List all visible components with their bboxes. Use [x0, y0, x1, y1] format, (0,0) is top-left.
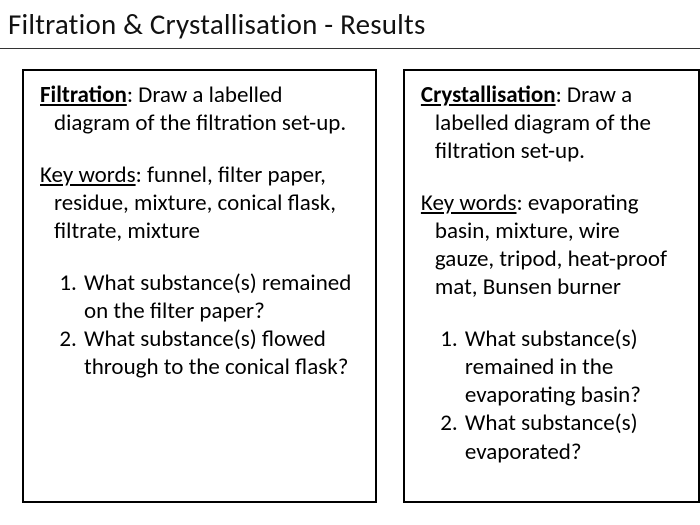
crystallisation-questions: What substance(s) remained in the evapor… [421, 325, 684, 465]
filtration-heading-label: Filtration [40, 81, 127, 109]
crystallisation-kw-label: Key words [421, 189, 517, 217]
content-row: Filtration: Draw a labelled diagram of t… [0, 49, 700, 503]
filtration-questions: What substance(s) remained on the filter… [40, 269, 361, 381]
page-title: Filtration & Crystallisation - Results [0, 0, 700, 49]
filtration-instruction: Filtration: Draw a labelled diagram of t… [40, 81, 361, 137]
filtration-q2: What substance(s) flowed through to the … [82, 325, 361, 381]
filtration-box: Filtration: Draw a labelled diagram of t… [22, 69, 377, 503]
crystallisation-q2: What substance(s) evaporated? [463, 409, 684, 465]
crystallisation-keywords: Key words: evaporating basin, mixture, w… [421, 189, 684, 301]
crystallisation-instruction: Crystallisation: Draw a labelled diagram… [421, 81, 684, 165]
crystallisation-heading-label: Crystallisation [421, 81, 556, 109]
filtration-keywords: Key words: funnel, filter paper, residue… [40, 161, 361, 245]
filtration-kw-label: Key words [40, 161, 136, 189]
crystallisation-box: Crystallisation: Draw a labelled diagram… [403, 69, 700, 503]
filtration-q1: What substance(s) remained on the filter… [82, 269, 361, 325]
crystallisation-q1: What substance(s) remained in the evapor… [463, 325, 684, 409]
